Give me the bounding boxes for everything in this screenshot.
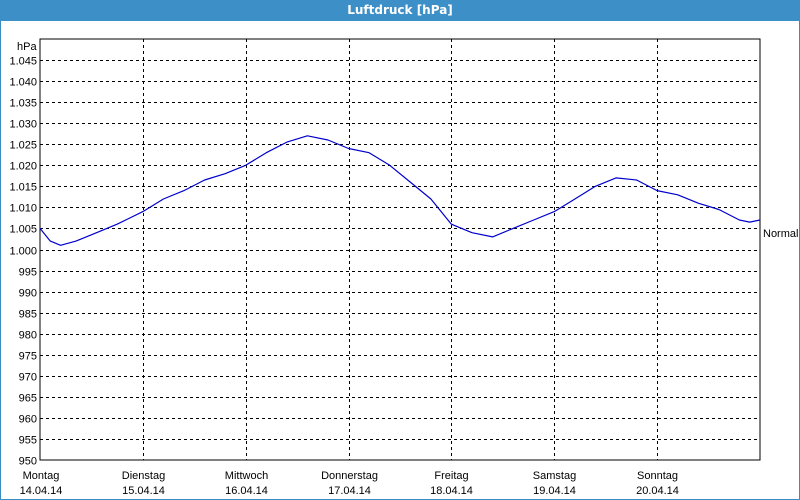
y-tick-label: 1.000 xyxy=(9,246,37,258)
y-tick-label: 980 xyxy=(19,330,37,342)
y-tick-label: 990 xyxy=(19,288,37,300)
y-tick-label: 1.005 xyxy=(9,224,37,236)
x-tick-date-label: 20.04.14 xyxy=(636,485,679,497)
x-tick-day-label: Dienstag xyxy=(122,470,165,482)
x-tick-date-label: 14.04.14 xyxy=(20,485,63,497)
title-bar: Luftdruck [hPa] xyxy=(0,0,800,21)
y-tick-label: 995 xyxy=(19,267,37,279)
reference-line-label: Normal xyxy=(763,228,798,240)
series-line xyxy=(39,135,761,246)
x-tick-date-label: 18.04.14 xyxy=(430,485,473,497)
x-tick-date-label: 16.04.14 xyxy=(225,485,268,497)
y-tick-label: 1.035 xyxy=(9,98,37,110)
x-tick-day-label: Mittwoch xyxy=(225,470,268,482)
x-tick-day-label: Freitag xyxy=(434,470,468,482)
y-tick-label: 970 xyxy=(19,372,37,384)
series xyxy=(39,135,761,246)
plot-area xyxy=(39,38,761,461)
y-tick-label: 955 xyxy=(19,435,37,447)
window-title: Luftdruck [hPa] xyxy=(347,3,453,17)
y-tick-label: 1.020 xyxy=(9,161,37,173)
x-tick-day-label: Sonntag xyxy=(637,470,678,482)
x-tick-day-label: Montag xyxy=(23,470,60,482)
y-tick-label: 960 xyxy=(19,414,37,426)
x-tick-date-label: 15.04.14 xyxy=(122,485,165,497)
x-tick-day-label: Donnerstag xyxy=(321,470,378,482)
y-tick-label: 1.015 xyxy=(9,182,37,194)
y-tick-label: 950 xyxy=(19,456,37,468)
y-tick-label: 1.040 xyxy=(9,77,37,89)
y-tick-label: 1.045 xyxy=(9,56,37,68)
x-tick-day-label: Samstag xyxy=(533,470,576,482)
y-axis-unit-label: hPa xyxy=(17,41,37,53)
grid xyxy=(40,39,760,460)
y-tick-label: 1.010 xyxy=(9,203,37,215)
y-tick-label: 1.030 xyxy=(9,119,37,131)
axes: 950 955 960 965 970 975 980 985 990 995 1.000 1.005… xyxy=(9,56,678,498)
x-tick-date-label: 19.04.14 xyxy=(533,485,576,497)
x-tick-date-label: 17.04.14 xyxy=(328,485,371,497)
y-tick-label: 975 xyxy=(19,351,37,363)
y-tick-label: 1.025 xyxy=(9,140,37,152)
y-tick-label: 985 xyxy=(19,309,37,321)
y-tick-label: 965 xyxy=(19,393,37,405)
